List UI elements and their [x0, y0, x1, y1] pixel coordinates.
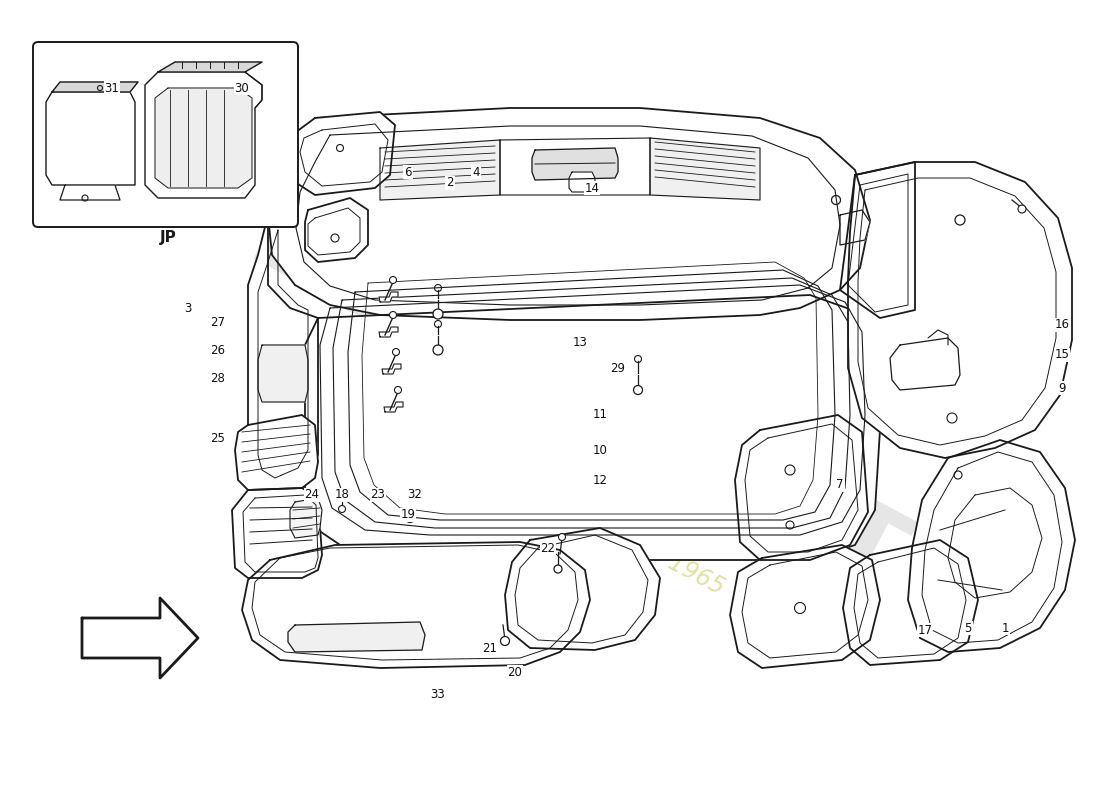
Polygon shape: [735, 415, 868, 560]
Text: 3: 3: [185, 302, 191, 314]
Text: 4: 4: [472, 166, 480, 178]
Polygon shape: [890, 338, 960, 390]
Text: 26: 26: [210, 343, 225, 357]
Circle shape: [500, 637, 509, 646]
Polygon shape: [379, 292, 398, 302]
Text: 32: 32: [408, 489, 422, 502]
Text: a passion for parts since 1965: a passion for parts since 1965: [402, 410, 728, 599]
Polygon shape: [843, 540, 978, 665]
Polygon shape: [155, 88, 252, 188]
Text: 16: 16: [1055, 318, 1069, 331]
Text: 27: 27: [210, 315, 225, 329]
Text: 12: 12: [593, 474, 607, 486]
Polygon shape: [305, 295, 880, 560]
Text: 1: 1: [1001, 622, 1009, 634]
Text: 23: 23: [371, 489, 385, 502]
Text: 28: 28: [210, 371, 225, 385]
Polygon shape: [382, 364, 402, 374]
Circle shape: [406, 514, 415, 522]
Polygon shape: [500, 138, 650, 195]
Polygon shape: [60, 185, 120, 200]
Text: 14: 14: [584, 182, 600, 194]
Polygon shape: [730, 545, 880, 668]
Text: 24: 24: [305, 489, 319, 502]
Text: 19: 19: [400, 509, 416, 522]
Circle shape: [1018, 205, 1026, 213]
Circle shape: [433, 345, 443, 355]
Circle shape: [634, 386, 642, 394]
Text: 11: 11: [593, 409, 607, 422]
Text: 30: 30: [234, 82, 250, 94]
Polygon shape: [52, 82, 138, 92]
Text: 7: 7: [836, 478, 844, 491]
Text: 21: 21: [483, 642, 497, 654]
Text: 29: 29: [610, 362, 626, 374]
Polygon shape: [848, 162, 1072, 458]
Polygon shape: [235, 415, 318, 490]
Polygon shape: [379, 140, 500, 200]
Text: 5: 5: [965, 622, 971, 634]
Polygon shape: [288, 622, 425, 652]
Polygon shape: [145, 72, 262, 198]
Circle shape: [395, 386, 402, 394]
Polygon shape: [840, 162, 915, 318]
Polygon shape: [242, 542, 590, 668]
Text: 17: 17: [917, 623, 933, 637]
Polygon shape: [379, 327, 398, 337]
FancyBboxPatch shape: [33, 42, 298, 227]
Text: 9: 9: [1058, 382, 1066, 394]
Polygon shape: [82, 598, 198, 678]
Polygon shape: [908, 440, 1075, 652]
Polygon shape: [232, 488, 322, 578]
Circle shape: [559, 534, 565, 541]
Text: 2: 2: [447, 177, 453, 190]
Text: JP: JP: [160, 230, 176, 245]
Text: 18: 18: [334, 489, 350, 502]
Text: 20: 20: [507, 666, 522, 678]
Circle shape: [554, 565, 562, 573]
Circle shape: [433, 309, 443, 319]
Polygon shape: [285, 112, 395, 195]
Polygon shape: [532, 148, 618, 180]
Text: 13: 13: [573, 335, 587, 349]
Polygon shape: [158, 62, 262, 72]
Polygon shape: [290, 498, 322, 538]
Text: 10: 10: [593, 443, 607, 457]
Polygon shape: [569, 172, 595, 192]
Circle shape: [389, 277, 396, 283]
Polygon shape: [258, 345, 308, 402]
Circle shape: [339, 506, 345, 513]
Polygon shape: [650, 138, 760, 200]
Text: 25: 25: [210, 431, 225, 445]
Circle shape: [393, 349, 399, 355]
Polygon shape: [505, 528, 660, 650]
Polygon shape: [268, 108, 870, 320]
Polygon shape: [305, 198, 369, 262]
Text: 15: 15: [1055, 349, 1069, 362]
Text: 6: 6: [405, 166, 411, 178]
Polygon shape: [248, 215, 318, 490]
Text: EUROSPARTS: EUROSPARTS: [232, 186, 988, 654]
Text: 22: 22: [540, 542, 556, 554]
Circle shape: [389, 311, 396, 318]
Text: 33: 33: [430, 689, 446, 702]
Polygon shape: [46, 92, 135, 185]
Polygon shape: [384, 402, 403, 412]
Polygon shape: [840, 210, 870, 245]
Text: 31: 31: [104, 82, 120, 94]
